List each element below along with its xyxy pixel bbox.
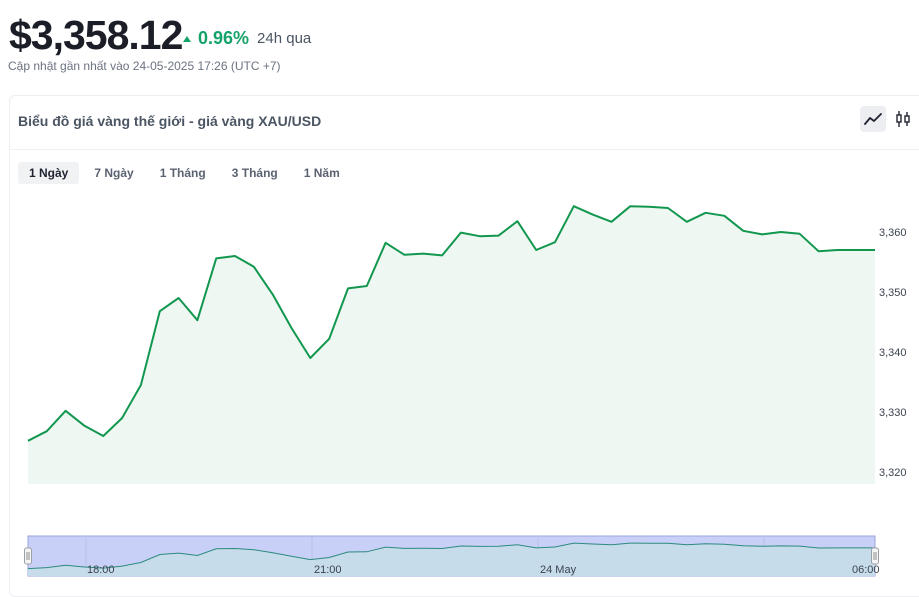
current-price: $3,358.12 (9, 12, 183, 58)
line-chart-icon (864, 113, 882, 125)
range-navigator[interactable]: 18:00 21:00 24 May 06:00 (24, 535, 880, 577)
price-line (27, 205, 875, 442)
tab-1-day[interactable]: 1 Ngày (18, 162, 80, 184)
navigator-time-label: 06:00 (852, 564, 880, 576)
panel-divider (10, 149, 919, 150)
navigator-series-area (28, 543, 875, 576)
chart-plot-area (27, 205, 875, 484)
chart-view-toggle (860, 106, 916, 132)
candlestick-icon (896, 111, 910, 127)
navigator-handle-grip[interactable] (24, 547, 32, 565)
candlestick-button[interactable] (890, 106, 916, 132)
last-updated: Cập nhật gần nhất vào 24-05-2025 17:26 (… (8, 59, 281, 73)
y-tick-label: 3,320 (879, 467, 907, 479)
arrow-up-icon (183, 35, 191, 42)
price-header: $3,358.12 0.96% 24h qua Cập nhật gần nhấ… (8, 12, 908, 82)
navigator-time-label: 18:00 (87, 564, 115, 576)
chart-title: Biểu đồ giá vàng thế giới - giá vàng XAU… (18, 113, 322, 129)
navigator-right-handle[interactable] (871, 547, 879, 565)
change-period: 24h qua (257, 30, 312, 47)
tab-1-year[interactable]: 1 Năm (303, 166, 340, 180)
y-axis: 3,320 3,330 3,340 3,350 3,360 (879, 227, 907, 479)
y-tick-label: 3,330 (879, 407, 907, 419)
time-range-tabs: 1 Ngày 7 Ngày 1 Tháng 3 Tháng 1 Năm (18, 162, 351, 184)
y-tick-label: 3,360 (879, 227, 907, 239)
y-tick-label: 3,350 (879, 287, 907, 299)
y-tick-label: 3,340 (879, 347, 907, 359)
navigator-handle-grip[interactable] (871, 547, 879, 565)
change-percent: 0.96% (198, 28, 250, 48)
tab-7-days[interactable]: 7 Ngày (94, 166, 134, 180)
navigator-time-label: 21:00 (314, 564, 342, 576)
tab-1-month[interactable]: 1 Tháng (159, 166, 206, 180)
navigator-time-label: 24 May (540, 564, 577, 576)
line-chart-button[interactable] (860, 106, 886, 132)
price-change: 0.96% 24h qua (183, 28, 311, 49)
price-area (28, 206, 875, 484)
tab-3-months[interactable]: 3 Tháng (231, 166, 278, 180)
navigator-series-line (27, 542, 875, 570)
navigator-left-handle[interactable] (24, 547, 32, 565)
